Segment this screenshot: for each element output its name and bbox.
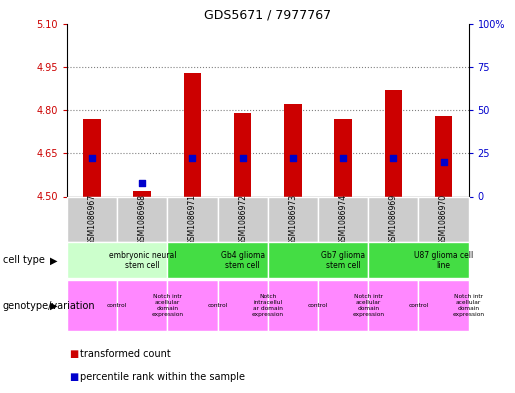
- Bar: [133, 191, 151, 196]
- Bar: [83, 119, 101, 196]
- Bar: [167, 196, 217, 242]
- Text: control: control: [408, 303, 428, 308]
- Bar: [435, 116, 452, 196]
- Bar: [117, 280, 167, 331]
- Text: ■: ■: [70, 349, 79, 359]
- Text: GSM1086970: GSM1086970: [439, 193, 448, 245]
- Text: control: control: [208, 303, 228, 308]
- Bar: [117, 196, 167, 242]
- Point: [289, 155, 297, 162]
- Title: GDS5671 / 7977767: GDS5671 / 7977767: [204, 8, 331, 21]
- Text: Notch intr
acellular
domain
expression: Notch intr acellular domain expression: [352, 294, 384, 317]
- Bar: [268, 280, 318, 331]
- Text: U87 glioma cell
line: U87 glioma cell line: [414, 251, 473, 270]
- Bar: [268, 196, 318, 242]
- Text: Notch
intracellul
ar domain
expression: Notch intracellul ar domain expression: [252, 294, 284, 317]
- Bar: [268, 242, 368, 278]
- Bar: [167, 242, 268, 278]
- Text: ▶: ▶: [50, 301, 58, 310]
- Bar: [418, 280, 469, 331]
- Bar: [184, 73, 201, 196]
- Text: GSM1086974: GSM1086974: [339, 193, 348, 245]
- Point: [339, 155, 347, 162]
- Text: cell type: cell type: [3, 255, 44, 265]
- Text: transformed count: transformed count: [80, 349, 170, 359]
- Bar: [234, 113, 251, 196]
- Bar: [218, 280, 268, 331]
- Text: Notch intr
acellular
domain
expression: Notch intr acellular domain expression: [453, 294, 485, 317]
- Bar: [67, 280, 117, 331]
- Bar: [368, 242, 469, 278]
- Text: GSM1086972: GSM1086972: [238, 194, 247, 244]
- Point: [88, 155, 96, 162]
- Point: [439, 159, 448, 165]
- Text: GSM1086968: GSM1086968: [138, 194, 147, 244]
- Bar: [418, 196, 469, 242]
- Text: GSM1086969: GSM1086969: [389, 193, 398, 245]
- Point: [238, 155, 247, 162]
- Text: Notch intr
acellular
domain
expression: Notch intr acellular domain expression: [151, 294, 183, 317]
- Point: [138, 180, 146, 186]
- Text: ▶: ▶: [50, 255, 58, 265]
- Text: percentile rank within the sample: percentile rank within the sample: [80, 372, 245, 382]
- Bar: [167, 280, 217, 331]
- Text: GSM1086973: GSM1086973: [288, 193, 297, 245]
- Bar: [385, 90, 402, 196]
- Text: GSM1086971: GSM1086971: [188, 194, 197, 244]
- Bar: [67, 196, 117, 242]
- Text: Gb7 glioma
stem cell: Gb7 glioma stem cell: [321, 251, 365, 270]
- Text: GSM1086967: GSM1086967: [88, 193, 96, 245]
- Bar: [368, 280, 418, 331]
- Bar: [218, 196, 268, 242]
- Text: genotype/variation: genotype/variation: [3, 301, 95, 310]
- Text: control: control: [107, 303, 127, 308]
- Text: Gb4 glioma
stem cell: Gb4 glioma stem cell: [220, 251, 265, 270]
- Point: [188, 155, 197, 162]
- Text: ■: ■: [70, 372, 79, 382]
- Bar: [334, 119, 352, 196]
- Bar: [67, 242, 167, 278]
- Bar: [284, 104, 302, 196]
- Text: control: control: [308, 303, 328, 308]
- Point: [389, 155, 398, 162]
- Bar: [368, 196, 418, 242]
- Bar: [318, 196, 368, 242]
- Text: embryonic neural
stem cell: embryonic neural stem cell: [109, 251, 176, 270]
- Bar: [318, 280, 368, 331]
